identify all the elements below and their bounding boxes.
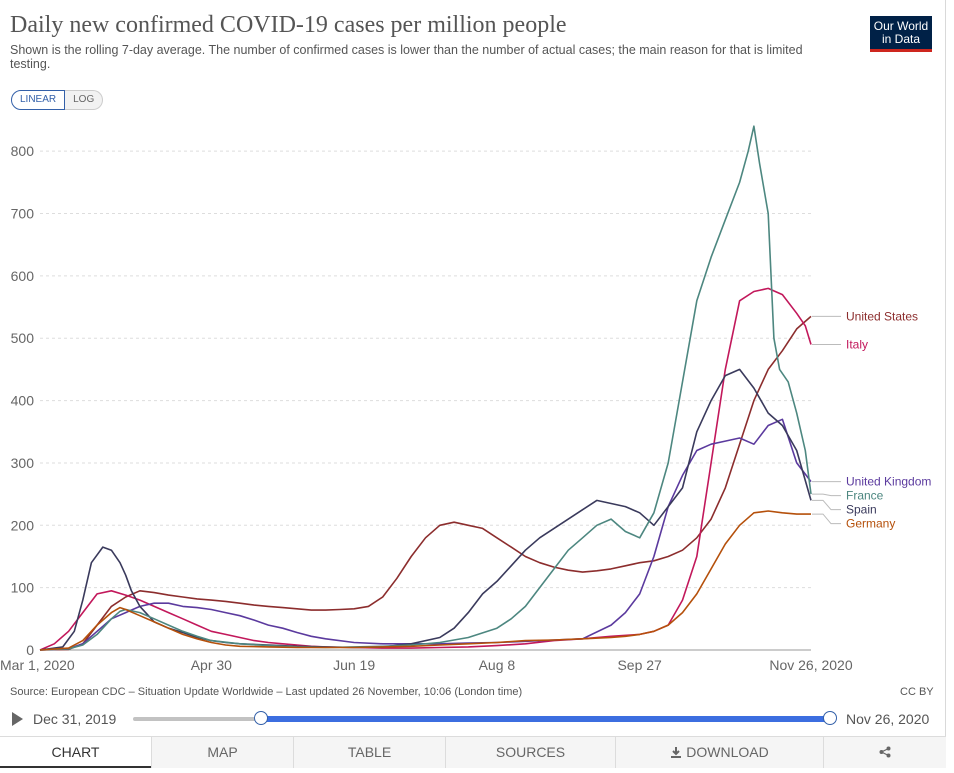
legend-label[interactable]: France	[846, 489, 884, 503]
x-tick-label: Apr 30	[191, 657, 232, 673]
tab-table-label: TABLE	[347, 744, 392, 760]
log-scale-button[interactable]: LOG	[65, 90, 104, 110]
y-tick-label: 0	[26, 642, 34, 658]
y-tick-label: 200	[11, 517, 35, 533]
series-line-spain[interactable]	[39, 368, 812, 651]
y-tick-label: 700	[11, 206, 35, 222]
series-line-france[interactable]	[39, 125, 812, 651]
tab-sources[interactable]: SOURCES	[445, 737, 615, 768]
series-line-united-kingdom[interactable]	[39, 418, 812, 651]
legend-label[interactable]: Italy	[846, 337, 868, 351]
timeline-start-handle[interactable]	[254, 711, 268, 725]
legend-label[interactable]: United Kingdom	[846, 475, 931, 489]
timeline-end-label: Nov 26, 2020	[846, 711, 930, 727]
tab-map[interactable]: MAP	[151, 737, 293, 768]
line-chart: 0 100 200 300 400 500 600 700 800 Mar 1, 2020 Apr …	[0, 125, 931, 673]
timeline-selected-range	[261, 716, 830, 722]
timeline-start-label: Dec 31, 2019	[33, 711, 117, 727]
y-tick-label: 500	[11, 330, 35, 346]
tab-map-label: MAP	[207, 744, 238, 760]
tab-download[interactable]: DOWNLOAD	[615, 737, 823, 768]
x-tick-label: Nov 26, 2020	[769, 657, 852, 673]
tab-sources-label: SOURCES	[495, 744, 566, 760]
logo-line-1: Our World	[873, 19, 929, 33]
timeline-end-handle[interactable]	[823, 711, 837, 725]
tab-chart[interactable]: CHART	[0, 737, 151, 768]
series-line-united-states[interactable]	[39, 315, 812, 651]
legend-connector	[812, 493, 841, 497]
tab-share[interactable]	[823, 737, 946, 768]
legend-label[interactable]: Spain	[846, 503, 877, 517]
series-line-germany[interactable]	[39, 510, 811, 651]
scale-toggle: LINEAR LOG	[11, 90, 104, 110]
source-note: Source: European CDC – Situation Update …	[10, 686, 523, 698]
license-link[interactable]: CC BY	[900, 686, 934, 698]
y-tick-label: 300	[11, 455, 35, 471]
y-tick-label: 800	[11, 143, 35, 159]
linear-scale-button[interactable]: LINEAR	[11, 90, 66, 110]
legend-label[interactable]: United States	[846, 309, 918, 323]
x-tick-label: Jun 19	[333, 657, 375, 673]
chart-subtitle: Shown is the rolling 7-day average. The …	[10, 43, 803, 71]
legend-connector	[812, 513, 841, 525]
x-tick-label: Mar 1, 2020	[0, 657, 75, 673]
legend-label[interactable]: Germany	[846, 517, 895, 531]
tab-chart-label: CHART	[51, 744, 100, 760]
y-tick-label: 100	[11, 580, 35, 596]
y-tick-label: 400	[11, 393, 35, 409]
x-tick-label: Aug 8	[479, 657, 516, 673]
y-tick-label: 600	[11, 268, 35, 284]
timeline: Dec 31, 2019 Nov 26, 2020	[0, 706, 946, 732]
legend-connector	[812, 499, 841, 511]
tab-bar: CHART MAP TABLE SOURCES DOWNLOAD	[0, 736, 946, 768]
chart-title: Daily new confirmed COVID-19 cases per m…	[10, 12, 567, 38]
download-icon	[671, 747, 682, 758]
logo-line-2: in Data	[881, 32, 921, 46]
owid-logo[interactable]: Our World in Data	[870, 16, 932, 52]
share-icon	[879, 746, 891, 758]
tab-download-label: DOWNLOAD	[686, 744, 769, 760]
play-icon[interactable]	[12, 712, 23, 726]
x-tick-label: Sep 27	[617, 657, 662, 673]
tab-table[interactable]: TABLE	[293, 737, 445, 768]
series-line-italy[interactable]	[39, 287, 812, 651]
